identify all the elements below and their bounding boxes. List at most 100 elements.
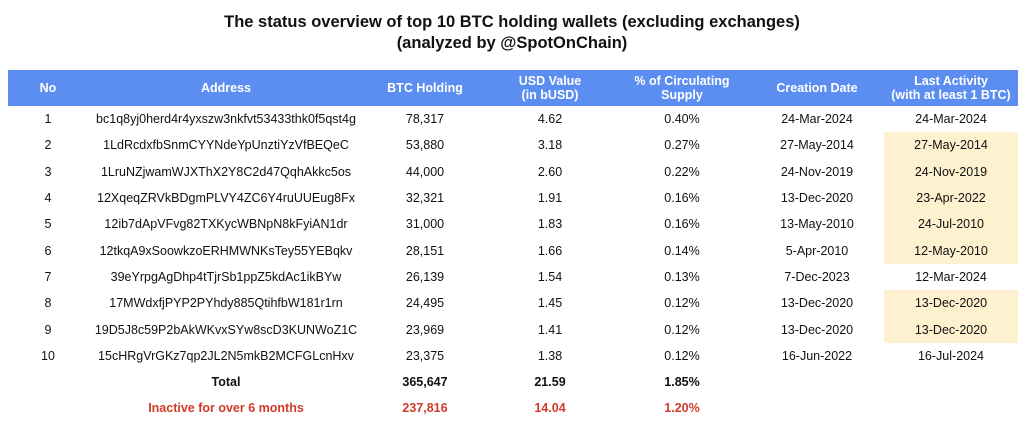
table-row: 8 17MWdxfjPYP2PYhdy885QtihfbW181r1rn 24,49…	[8, 290, 1018, 317]
column-header: Last Activity (with at least 1 BTC)	[884, 70, 1018, 106]
creation-date: 27-May-2014	[780, 138, 854, 153]
usd-value: 3.18	[537, 138, 563, 153]
btc-holding: 44,000	[405, 164, 445, 179]
circulating-supply-pct: 0.27%	[664, 138, 700, 153]
creation-date: 13-Dec-2020	[780, 296, 854, 311]
btc-holding: 32,321	[405, 191, 445, 206]
btc-holding: 23,375	[405, 348, 445, 363]
wallet-address: 17MWdxfjPYP2PYhdy885QtihfbW181r1rn	[109, 296, 343, 311]
title-line-2: (analyzed by @SpotOnChain)	[396, 34, 628, 52]
summary-spacer	[750, 395, 884, 421]
usd-value: 1.45	[537, 296, 563, 311]
circulating-supply-pct: 0.16%	[664, 217, 700, 232]
column-header-sublabel: (with at least 1 BTC)	[891, 88, 1011, 102]
title-line-1: The status overview of top 10 BTC holdin…	[224, 13, 800, 31]
summary-btc: 237,816	[402, 401, 448, 416]
column-header: Creation Date	[750, 70, 884, 106]
usd-value: 1.41	[537, 322, 563, 337]
row-number: 2	[44, 138, 52, 153]
summary-spacer	[884, 395, 1018, 421]
summary-label: Inactive for over 6 months	[148, 401, 304, 416]
column-header-sublabel: Supply	[661, 88, 703, 102]
circulating-supply-pct: 0.40%	[664, 112, 700, 127]
page-title: The status overview of top 10 BTC holdin…	[0, 0, 1024, 54]
summary-pct: 1.85%	[664, 375, 700, 390]
table-header: No Address BTC Holding USD Value (in bUSD) % …	[8, 70, 1018, 106]
column-header: % of Circulating Supply	[614, 70, 750, 106]
table-row: 5 12ib7dApVFvg82TXKycWBNpN8kFyiAN1dr 31,00…	[8, 211, 1018, 238]
wallet-address: 39eYrpgAgDhp4tTjrSb1ppZ5kdAc1ikBYw	[110, 269, 342, 284]
usd-value: 1.91	[537, 191, 563, 206]
wallet-address: bc1q8yj0herd4r4yxszw3nkfvt53433thk0f5qst…	[96, 112, 356, 127]
circulating-supply-pct: 0.16%	[664, 191, 700, 206]
row-number: 4	[44, 191, 52, 206]
table-row: 1 bc1q8yj0herd4r4yxszw3nkfvt53433thk0f5qs…	[8, 106, 1018, 132]
table-row: 10 15cHRgVrGKz7qp2JL2N5mkB2MCFGLcnHxv 23,3…	[8, 343, 1018, 369]
last-activity: 23-Apr-2022	[884, 184, 1018, 212]
summary-spacer	[750, 369, 884, 395]
last-activity: 24-Mar-2024	[915, 112, 987, 127]
circulating-supply-pct: 0.13%	[664, 269, 700, 284]
creation-date: 13-Dec-2020	[780, 322, 854, 337]
row-number: 9	[44, 322, 52, 337]
column-header-label: No	[39, 81, 57, 95]
row-number: 3	[44, 164, 52, 179]
summary-label: Total	[211, 375, 241, 390]
column-header-sublabel: (in bUSD)	[521, 88, 579, 102]
btc-holding: 31,000	[405, 217, 445, 232]
btc-holding: 26,139	[405, 269, 445, 284]
usd-value: 1.54	[537, 269, 563, 284]
last-activity: 16-Jul-2024	[917, 348, 984, 363]
btc-holding: 28,151	[405, 243, 445, 258]
usd-value: 4.62	[537, 112, 563, 127]
wallet-address: 15cHRgVrGKz7qp2JL2N5mkB2MCFGLcnHxv	[98, 348, 354, 363]
column-header: Address	[88, 70, 364, 106]
row-number: 10	[41, 348, 55, 363]
wallet-address: 12tkqA9xSoowkzoERHMWNKsTey55YEBqkv	[99, 243, 353, 258]
circulating-supply-pct: 0.12%	[664, 348, 700, 363]
wallet-address: 12ib7dApVFvg82TXKycWBNpN8kFyiAN1dr	[104, 217, 348, 232]
creation-date: 13-May-2010	[780, 217, 854, 232]
column-header-label: USD Value	[518, 74, 582, 88]
row-number: 1	[44, 112, 52, 127]
usd-value: 2.60	[537, 164, 563, 179]
summary-spacer	[8, 369, 88, 395]
creation-date: 5-Apr-2010	[785, 243, 849, 258]
row-number: 8	[44, 296, 52, 311]
btc-holding: 53,880	[405, 138, 445, 153]
wallets-table: No Address BTC Holding USD Value (in bUSD) % …	[8, 70, 1018, 422]
creation-date: 24-Nov-2019	[780, 164, 854, 179]
column-header-label: Address	[200, 81, 252, 95]
creation-date: 13-Dec-2020	[780, 191, 854, 206]
summary-spacer	[884, 369, 1018, 395]
summary-usd: 21.59	[534, 375, 566, 390]
circulating-supply-pct: 0.14%	[664, 243, 700, 258]
creation-date: 7-Dec-2023	[784, 269, 850, 284]
table-row: 4 12XqeqZRVkBDgmPLVY4ZC6Y4ruUUEug8Fx 32,32…	[8, 184, 1018, 212]
last-activity: 12-Mar-2024	[915, 269, 987, 284]
summary-btc: 365,647	[402, 375, 448, 390]
column-header-label: Creation Date	[776, 81, 858, 95]
table-body: 1 bc1q8yj0herd4r4yxszw3nkfvt53433thk0f5qs…	[8, 106, 1018, 422]
wallet-address: 12XqeqZRVkBDgmPLVY4ZC6Y4ruUUEug8Fx	[97, 191, 355, 206]
total-row: Total 365,647 21.59 1.85%	[8, 369, 1018, 395]
btc-holding: 78,317	[405, 112, 445, 127]
last-activity: 24-Nov-2019	[884, 158, 1018, 185]
column-header-label: % of Circulating	[634, 74, 730, 88]
table-row: 2 1LdRcdxfbSnmCYYNdeYpUnztiYzVfBEQeC 53,88…	[8, 132, 1018, 159]
column-header: BTC Holding	[364, 70, 486, 106]
btc-holding: 24,495	[405, 296, 445, 311]
row-number: 5	[44, 217, 52, 232]
last-activity: 24-Jul-2010	[884, 211, 1018, 238]
table-row: 9 19D5J8c59P2bAkWKvxSYw8scD3KUNWoZ1C 23,96…	[8, 316, 1018, 343]
header-row: No Address BTC Holding USD Value (in bUSD) % …	[8, 70, 1018, 106]
btc-holding: 23,969	[405, 322, 445, 337]
table-row: 6 12tkqA9xSoowkzoERHMWNKsTey55YEBqkv 28,15…	[8, 237, 1018, 264]
wallet-address: 1LdRcdxfbSnmCYYNdeYpUnztiYzVfBEQeC	[103, 138, 349, 153]
row-number: 7	[44, 269, 52, 284]
last-activity: 27-May-2014	[884, 132, 1018, 159]
table-row: 3 1LruNZjwamWJXThX2Y8C2d47QqhAkkc5os 44,00…	[8, 158, 1018, 185]
wallet-address: 19D5J8c59P2bAkWKvxSYw8scD3KUNWoZ1C	[94, 322, 358, 337]
usd-value: 1.66	[537, 243, 563, 258]
last-activity: 13-Dec-2020	[884, 290, 1018, 317]
